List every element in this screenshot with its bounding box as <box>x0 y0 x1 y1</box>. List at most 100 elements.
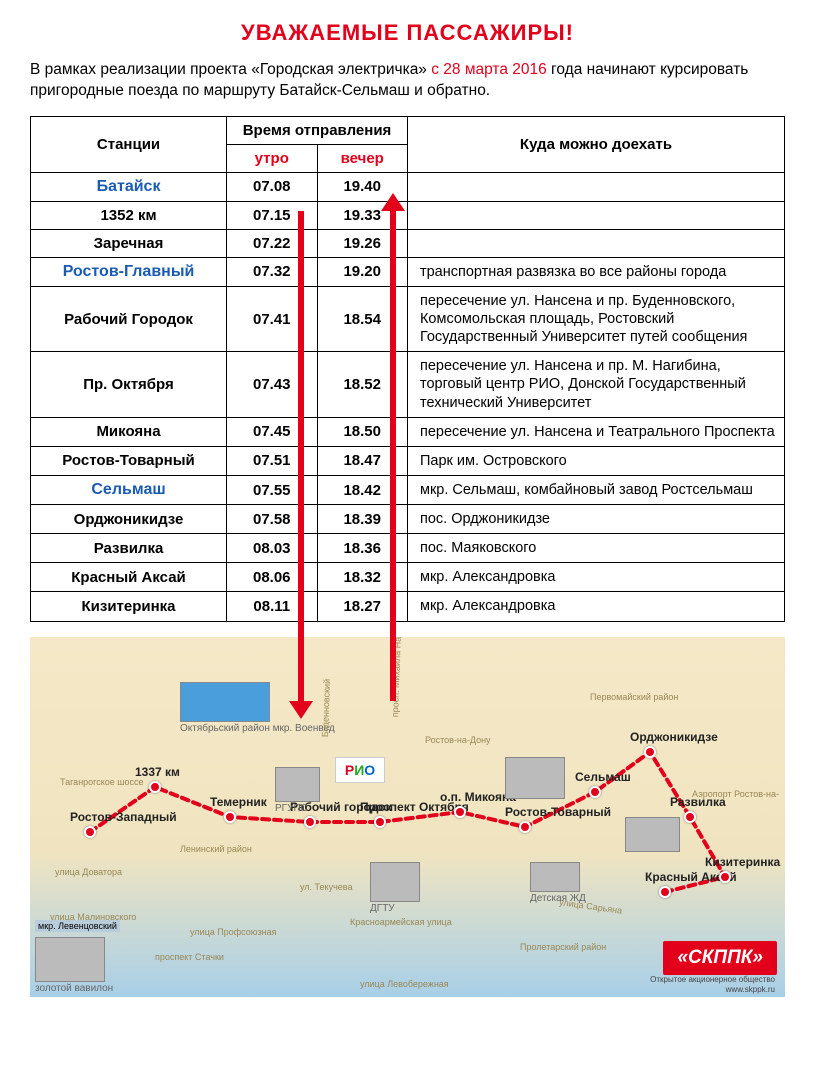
street-label: улица Доватора <box>55 867 122 877</box>
station-cell: Развилка <box>31 534 227 563</box>
table-row: Ростов-Товарный07.5118.47Парк им. Остров… <box>31 446 785 475</box>
station-cell: Ростов-Главный <box>31 257 227 286</box>
table-row: Рабочий Городок07.4118.54пересечение ул.… <box>31 286 785 351</box>
poi-label: золотой вавилон <box>35 983 113 994</box>
table-row: 1352 км07.1519.33 <box>31 201 785 229</box>
route-map: 1337 кмРостов-ЗападныйТемерникРабочий го… <box>30 637 785 997</box>
station-dot <box>149 781 161 793</box>
destination-cell: пересечение ул. Нансена и Театрального П… <box>407 417 784 446</box>
street-label: Таганрогское шоссе <box>60 777 144 787</box>
table-row: Сельмаш07.5518.42мкр. Сельмаш, комбайнов… <box>31 475 785 504</box>
street-label: проспект Стачки <box>155 952 224 962</box>
header-stations: Станции <box>31 116 227 172</box>
station-label: Темерник <box>210 795 267 809</box>
table-row: Кизитеринка08.1118.27мкр. Александровка <box>31 592 785 621</box>
station-label: Орджоникидзе <box>630 730 718 744</box>
station-dot <box>719 871 731 883</box>
station-dot <box>454 806 466 818</box>
destination-cell: мкр. Сельмаш, комбайновый завод Ростсель… <box>407 475 784 504</box>
intro-date: с 28 марта 2016 <box>431 61 547 78</box>
station-label: Ростов-Товарный <box>505 805 611 819</box>
poi-photo <box>35 937 105 982</box>
street-label: улица Левобережная <box>360 979 449 989</box>
poi-photo <box>530 862 580 892</box>
station-cell: Батайск <box>31 172 227 201</box>
destination-cell: пос. Маяковского <box>407 534 784 563</box>
rio-logo: РИО <box>335 757 385 783</box>
street-label: Красноармейская улица <box>350 917 452 927</box>
station-dot <box>84 826 96 838</box>
station-dot <box>659 886 671 898</box>
destination-cell <box>407 201 784 229</box>
destination-cell: пересечение ул. Нансена и пр. Буденновск… <box>407 286 784 351</box>
station-label: Ростов-Западный <box>70 810 177 824</box>
header-destinations: Куда можно доехать <box>407 116 784 172</box>
poi-label: РГУПС <box>275 803 308 814</box>
station-dot <box>589 786 601 798</box>
street-label: Буденновский <box>320 678 332 737</box>
destination-cell: пересечение ул. Нансена и пр. М. Нагибин… <box>407 352 784 417</box>
table-row: Красный Аксай08.0618.32мкр. Александровк… <box>31 563 785 592</box>
table-row: Заречная07.2219.26 <box>31 229 785 257</box>
station-label: Кизитеринка <box>705 855 780 869</box>
station-cell: Ростов-Товарный <box>31 446 227 475</box>
table-row: Пр. Октября07.4318.52пересечение ул. Нан… <box>31 352 785 417</box>
station-cell: Сельмаш <box>31 475 227 504</box>
destination-cell: пос. Орджоникидзе <box>407 505 784 534</box>
street-label: Первомайский район <box>590 692 678 702</box>
skppk-logo: «СКППК» <box>663 941 777 975</box>
street-label: улица Профсоюзная <box>190 927 276 937</box>
skppk-sub1: Открытое акционерное общество <box>650 975 775 984</box>
street-label: Пролетарский район <box>520 942 606 952</box>
morning-cell: 07.08 <box>227 172 317 201</box>
station-cell: Пр. Октября <box>31 352 227 417</box>
destination-cell: мкр. Александровка <box>407 563 784 592</box>
poi-label: Октябрьский район мкр. Военвед <box>180 723 335 734</box>
arrow-up-icon <box>390 211 396 701</box>
poi-label: ДГТУ <box>370 903 395 914</box>
station-cell: Рабочий Городок <box>31 286 227 351</box>
poi-photo <box>180 682 270 722</box>
station-label: Сельмаш <box>575 770 631 784</box>
poi-photo <box>275 767 320 802</box>
poi-photo <box>505 757 565 799</box>
station-cell: Микояна <box>31 417 227 446</box>
poi-photo <box>370 862 420 902</box>
table-row: Орджоникидзе07.5818.39пос. Орджоникидзе <box>31 505 785 534</box>
street-label: ул. Текучева <box>300 882 352 892</box>
destination-cell: транспортная развязка во все районы горо… <box>407 257 784 286</box>
station-dot <box>684 811 696 823</box>
schedule-table-wrap: Станции Время отправления Куда можно дое… <box>30 116 785 622</box>
station-dot <box>644 746 656 758</box>
destination-cell <box>407 229 784 257</box>
skppk-sub2: www.skppk.ru <box>726 985 775 994</box>
table-row: Развилка08.0318.36пос. Маяковского <box>31 534 785 563</box>
table-row: Ростов-Главный07.3219.20транспортная раз… <box>31 257 785 286</box>
station-cell: 1352 км <box>31 201 227 229</box>
station-cell: Орджоникидзе <box>31 505 227 534</box>
station-cell: Красный Аксай <box>31 563 227 592</box>
intro-prefix: В рамках реализации проекта «Городская э… <box>30 61 431 78</box>
levn-label: мкр. Левенцовский <box>35 920 120 932</box>
station-dot <box>519 821 531 833</box>
destination-cell: Парк им. Островского <box>407 446 784 475</box>
header-morning: утро <box>227 144 317 172</box>
street-label: Ростов-на-Дону <box>425 735 491 745</box>
station-cell: Заречная <box>31 229 227 257</box>
table-row: Батайск07.0819.40 <box>31 172 785 201</box>
station-cell: Кизитеринка <box>31 592 227 621</box>
station-dot <box>374 816 386 828</box>
station-dot <box>304 816 316 828</box>
destination-cell: мкр. Александровка <box>407 592 784 621</box>
table-row: Микояна07.4518.50пересечение ул. Нансена… <box>31 417 785 446</box>
arrow-down-icon <box>298 211 304 701</box>
header-evening: вечер <box>317 144 407 172</box>
schedule-table: Станции Время отправления Куда можно дое… <box>30 116 785 622</box>
intro-text: В рамках реализации проекта «Городская э… <box>30 60 785 102</box>
street-label: Ленинский район <box>180 844 252 854</box>
header-departure: Время отправления <box>227 116 408 144</box>
destination-cell <box>407 172 784 201</box>
street-label: Аэропорт Ростов-на- <box>692 789 779 799</box>
page-title: УВАЖАЕМЫЕ ПАССАЖИРЫ! <box>30 20 785 46</box>
poi-photo <box>625 817 680 852</box>
